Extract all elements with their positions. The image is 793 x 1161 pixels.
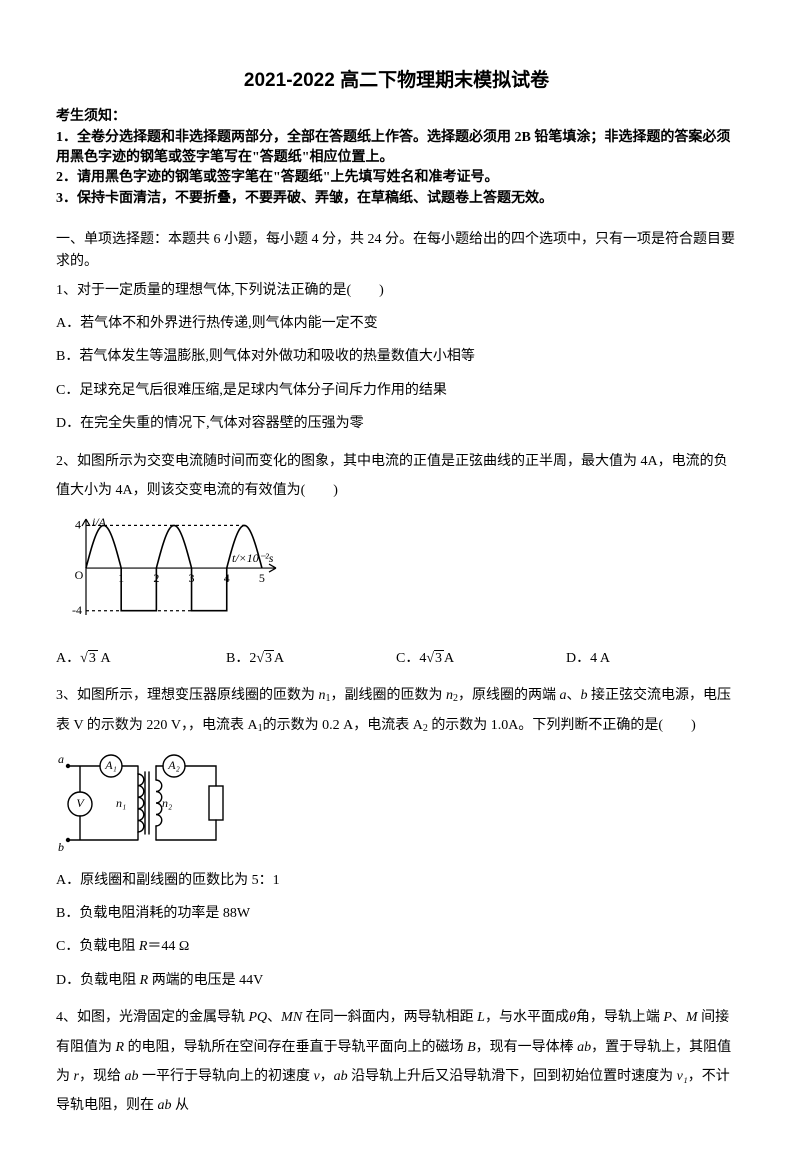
q3-option-a: A．原线圈和副线圈的匝数比为 5：1 [56,866,737,895]
q3-option-b: B．负载电阻消耗的功率是 88W [56,899,737,928]
q1-option-a: A．若气体不和外界进行热传递,则气体内能一定不变 [56,309,737,338]
section-1-heading: 一、单项选择题：本题共 6 小题，每小题 4 分，共 24 分。在每小题给出的四… [56,229,737,274]
q2-option-d: D．4 A [566,645,736,673]
q2-option-c: C．4√3A [396,645,566,673]
q2-option-b: B．2√3A [226,645,396,673]
q1-option-b: B．若气体发生等温膨胀,则气体对外做功和吸收的热量数值大小相等 [56,342,737,371]
q1-option-c: C．足球充足气后很难压缩,是足球内气体分子间斥力作用的结果 [56,376,737,405]
option-prefix: B．2 [226,651,256,666]
q2-options: A．√3 A B．2√3A C．4√3A D．4 A [56,645,737,673]
option-prefix: D．4 A [566,651,610,666]
instruction-item: 2．请用黑色字迹的钢笔或签字笔在"答题纸"上先填写姓名和准考证号。 [56,168,737,188]
q2-waveform-canvas [56,511,286,629]
instruction-item: 1．全卷分选择题和非选择题两部分，全部在答题纸上作答。选择题必须用 2B 铅笔填… [56,128,737,169]
q2-option-a: A．√3 A [56,645,226,673]
instructions-block: 考生须知： 1．全卷分选择题和非选择题两部分，全部在答题纸上作答。选择题必须用 … [56,107,737,208]
q3-option-d: D．负载电阻 R 两端的电压是 44V [56,966,737,995]
q2-chart [56,511,737,637]
q2-stem: 2、如图所示为交变电流随时间而变化的图象，其中电流的正值是正弦曲线的正半周，最大… [56,447,737,506]
option-prefix: C．4 [396,651,426,666]
instructions-header: 考生须知： [56,107,737,127]
q3-circuit [56,746,737,862]
q1-option-d: D．在完全失重的情况下,气体对容器壁的压强为零 [56,409,737,438]
q3-stem: 3、如图所示，理想变压器原线圈的匝数为 n1，副线圈的匝数为 n2，原线圈的两端… [56,681,737,740]
q3-option-c: C．负载电阻 R＝44 Ω [56,932,737,961]
q3-circuit-canvas [56,746,226,854]
q4-stem: 4、如图，光滑固定的金属导轨 PQ、MN 在同一斜面内，两导轨相距 L，与水平面… [56,1003,737,1121]
instruction-item: 3．保持卡面清洁，不要折叠，不要弄破、弄皱，在草稿纸、试题卷上答题无效。 [56,189,737,209]
option-prefix: A． [56,651,80,666]
exam-title: 2021-2022 高二下物理期末模拟试卷 [56,66,737,95]
q1-stem: 1、对于一定质量的理想气体,下列说法正确的是( ) [56,276,737,305]
